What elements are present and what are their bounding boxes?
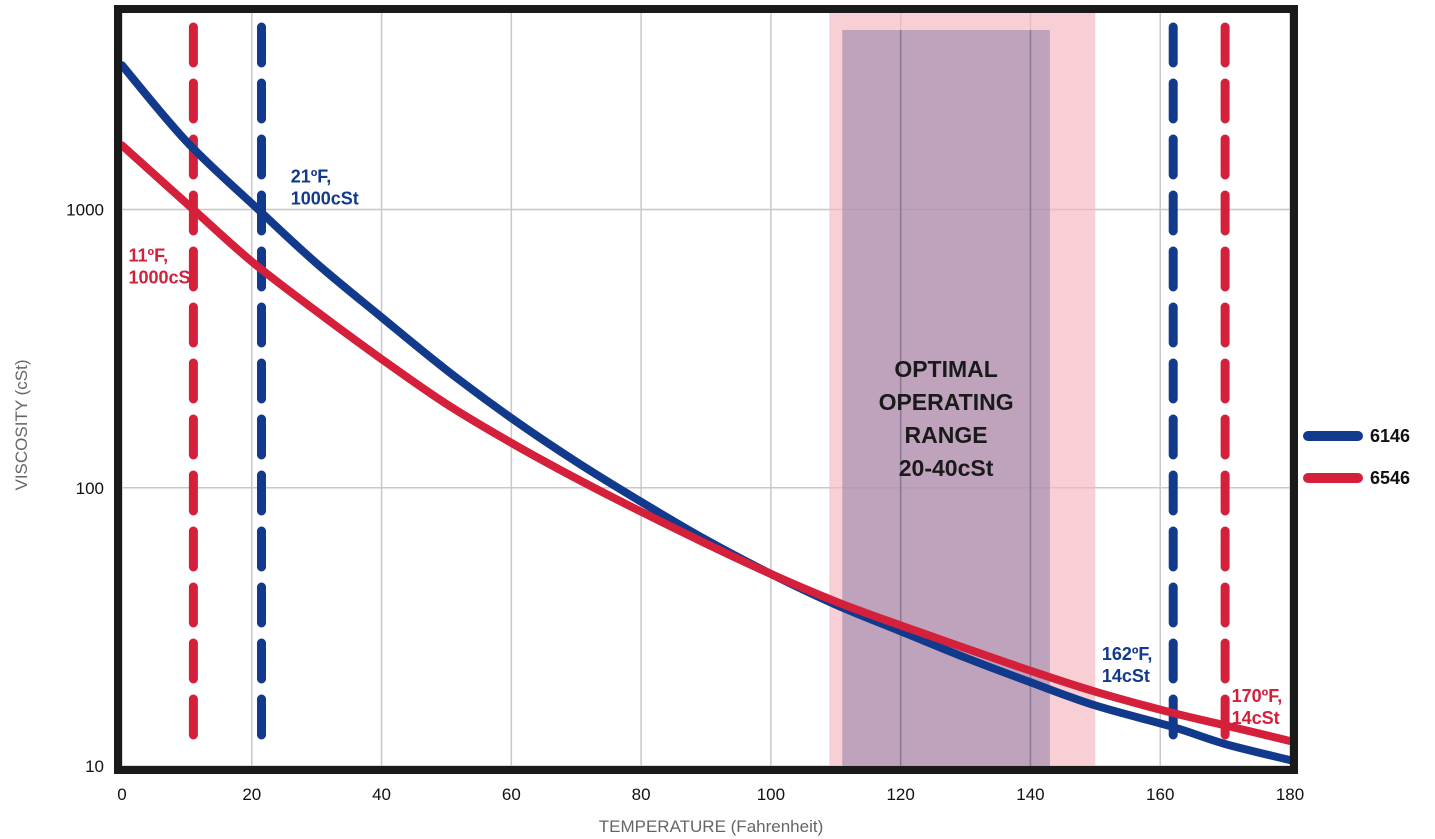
marker-label-170-value: 14cSt (1232, 708, 1280, 728)
marker-label-162-value: 14cSt (1102, 666, 1150, 686)
range-label-line-1: OPERATING (879, 389, 1014, 415)
y-axis-label: VISCOSITY (cSt) (12, 360, 31, 491)
marker-label-162-temp: 162ºF, (1102, 644, 1153, 664)
x-tick-180: 180 (1276, 785, 1304, 804)
legend-label-6546: 6546 (1370, 468, 1410, 488)
x-tick-120: 120 (886, 785, 914, 804)
tick-labels: 0 20 40 60 80 100 120 140 160 180 10 100 1000 (66, 201, 1304, 805)
legend: 6146 6546 (1303, 426, 1410, 488)
legend-label-6146: 6146 (1370, 426, 1410, 446)
x-tick-60: 60 (502, 785, 521, 804)
x-tick-40: 40 (372, 785, 391, 804)
x-tick-80: 80 (632, 785, 651, 804)
marker-label-11-value: 1000cSt (128, 268, 196, 288)
x-tick-160: 160 (1146, 785, 1174, 804)
range-label-line-0: OPTIMAL (894, 356, 998, 382)
x-tick-140: 140 (1016, 785, 1044, 804)
annotations: 11ºF,1000cSt21ºF,1000cSt162ºF,14cSt170ºF… (128, 167, 1282, 728)
marker-label-21.5-value: 1000cSt (291, 189, 359, 209)
range-label-line-3: 20-40cSt (899, 455, 994, 481)
range-label-line-2: RANGE (905, 422, 988, 448)
y-tick-1000: 1000 (66, 201, 104, 220)
x-tick-0: 0 (117, 785, 126, 804)
series-line-6546 (122, 141, 1290, 745)
y-tick-10: 10 (85, 757, 104, 776)
x-tick-100: 100 (757, 785, 785, 804)
x-tick-20: 20 (242, 785, 261, 804)
marker-label-11-temp: 11ºF, (128, 246, 168, 266)
x-axis-label: TEMPERATURE (Fahrenheit) (599, 817, 824, 836)
operating-range-bands (829, 13, 1096, 766)
series-line-6146 (122, 61, 1290, 765)
series-lines (122, 61, 1290, 765)
y-tick-100: 100 (76, 479, 104, 498)
plot-frame (114, 5, 1298, 774)
marker-label-170-temp: 170ºF, (1232, 686, 1283, 706)
marker-label-21.5-temp: 21ºF, (291, 167, 332, 187)
